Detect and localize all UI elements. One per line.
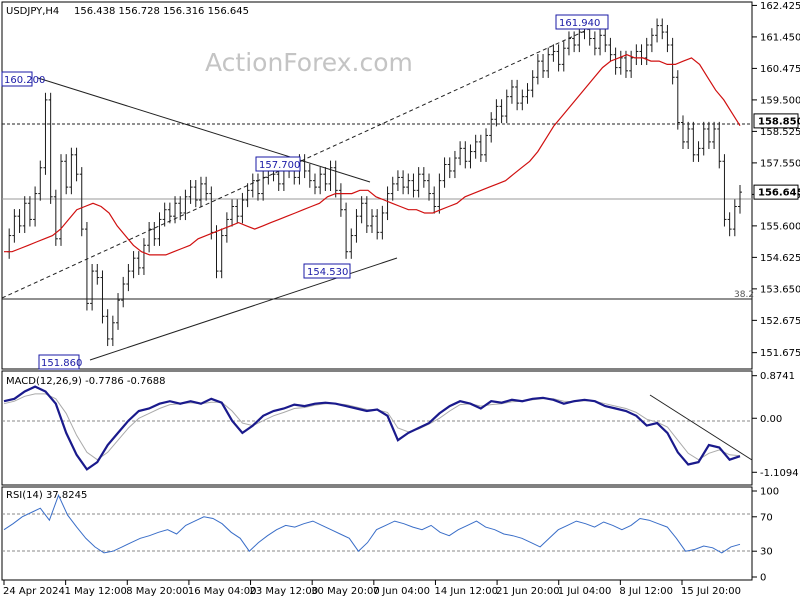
price-level-label: 156.645 bbox=[758, 188, 800, 199]
label-160200: 160.200 bbox=[1, 71, 45, 87]
price-axis: 162.425 161.450 160.475 159.500 158.525 157.5… bbox=[752, 1, 800, 359]
price-panel-frame bbox=[1, 1, 753, 370]
time-axis-label: 8 May 20:00 bbox=[126, 586, 188, 597]
price-axis-label: 151.675 bbox=[760, 348, 800, 359]
label-157700-text: 157.700 bbox=[259, 160, 300, 171]
label-151860-text: 151.860 bbox=[41, 358, 82, 369]
price-series-group bbox=[7, 18, 742, 347]
price-axis-label: 154.625 bbox=[760, 253, 800, 264]
price-axis-label: 158.525 bbox=[760, 127, 800, 138]
time-axis-label: 23 May 12:00 bbox=[250, 586, 319, 597]
macd-line bbox=[3, 385, 741, 471]
macd-axis: 0.8741 0.00 -1.1094 bbox=[752, 371, 799, 479]
macd-title: MACD(12,26,9) -0.7786 -0.7688 bbox=[6, 376, 166, 387]
price-axis-label: 160.475 bbox=[760, 64, 800, 75]
label-160200-text: 160.200 bbox=[4, 75, 45, 86]
macd-axis-label: -1.1094 bbox=[760, 468, 799, 479]
time-axis-label: 15 Jul 20:00 bbox=[681, 586, 741, 597]
time-axis: 24 Apr 2024 1 May 12:00 8 May 20:00 16 May … bbox=[3, 580, 741, 597]
price-level-label: 158.850 bbox=[758, 116, 800, 127]
price-level-box bbox=[753, 113, 799, 129]
symbol-label: USDJPY,H4 bbox=[6, 6, 59, 17]
rsi-title: RSI(14) 37.8245 bbox=[6, 490, 87, 501]
macd-trend-line bbox=[649, 394, 753, 461]
rsi-line bbox=[3, 493, 741, 554]
price-axis-label: 155.600 bbox=[760, 221, 800, 232]
rsi-axis-label: 30 bbox=[760, 547, 773, 558]
label-154530-text: 154.530 bbox=[307, 267, 348, 278]
time-axis-label: 14 Jun 12:00 bbox=[434, 586, 498, 597]
time-axis-label: 1 May 12:00 bbox=[65, 586, 127, 597]
rsi-axis-label: 100 bbox=[760, 487, 779, 498]
channel-upper-dashed bbox=[1, 23, 601, 299]
macd-panel-frame bbox=[1, 370, 753, 486]
price-axis-label: 153.650 bbox=[760, 284, 800, 295]
time-axis-label: 21 Jun 20:00 bbox=[496, 586, 560, 597]
downtrend-line bbox=[37, 77, 371, 183]
ohlc-readout: 156.438 156.728 156.316 156.645 bbox=[74, 6, 249, 17]
time-axis-label: 24 Apr 2024 bbox=[3, 586, 65, 597]
time-axis-label: 8 Jul 12:00 bbox=[619, 586, 673, 597]
rsi-panel-frame bbox=[1, 486, 753, 581]
label-161940: 161.940 bbox=[555, 14, 609, 30]
rsi-axis: 100 70 30 0 bbox=[752, 487, 779, 584]
rsi-axis-label: 70 bbox=[760, 512, 773, 523]
moving-average-line bbox=[4, 54, 741, 256]
price-axis-label: 152.675 bbox=[760, 316, 800, 327]
time-axis-label: 16 May 04:00 bbox=[188, 586, 257, 597]
price-axis-label: 162.425 bbox=[760, 1, 800, 12]
price-axis-label: 161.450 bbox=[760, 32, 800, 43]
macd-axis-label: 0.8741 bbox=[760, 371, 795, 382]
price-axis-label: 157.550 bbox=[760, 158, 800, 169]
label-157700: 157.700 bbox=[255, 156, 301, 172]
label-161940-text: 161.940 bbox=[559, 18, 600, 29]
macd-axis-label: 0.00 bbox=[760, 414, 782, 425]
label-151860: 151.860 bbox=[38, 354, 82, 370]
label-154530: 154.530 bbox=[303, 263, 351, 279]
rsi-axis-label: 0 bbox=[760, 573, 766, 584]
time-axis-label: 30 May 20:00 bbox=[311, 586, 380, 597]
fib-382-label: 38.2 bbox=[734, 290, 754, 300]
watermark: ActionForex.com bbox=[205, 48, 413, 77]
time-axis-label: 1 Jul 04:00 bbox=[558, 586, 612, 597]
price-level-box bbox=[753, 184, 799, 200]
price-axis-label: 159.500 bbox=[760, 95, 800, 106]
time-axis-label: 7 Jun 04:00 bbox=[373, 586, 430, 597]
